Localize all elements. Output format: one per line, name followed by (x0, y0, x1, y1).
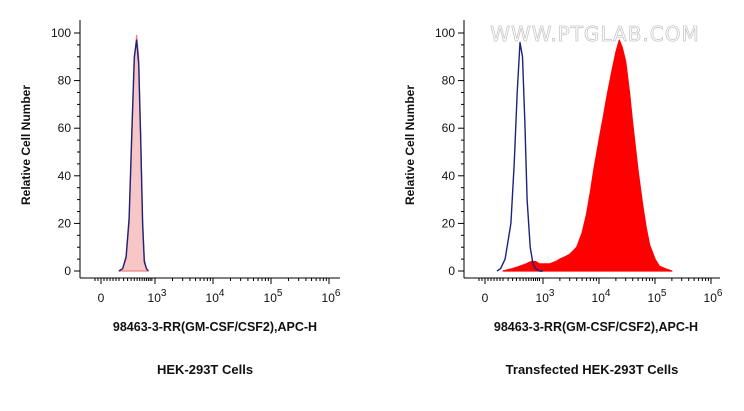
x-tick-label: 106 (322, 288, 341, 305)
x-axis-title: 98463-3-RR(GM-CSF/CSF2),APC-H (494, 320, 698, 334)
x-tick-label: 105 (648, 288, 667, 305)
x-tick-label: 106 (704, 288, 723, 305)
x-tick-label: 105 (264, 288, 283, 305)
y-tick-label: 60 (58, 121, 72, 135)
y-tick-label: 20 (58, 216, 72, 230)
histogram-filled-series (502, 39, 673, 272)
y-tick-label: 40 (442, 169, 456, 183)
plot-area (79, 19, 341, 279)
histogram-panel-transfected: WWW.PTGLAB.COM 0 20 40 60 80 100 0 103 104 105 106 R… (403, 19, 723, 377)
y-axis-title: Relative Cell Number (403, 85, 417, 205)
histogram-outline-series (496, 41, 543, 272)
y-axis-title: Relative Cell Number (19, 85, 33, 205)
x-axis-title: 98463-3-RR(GM-CSF/CSF2),APC-H (113, 320, 317, 334)
watermark-text: WWW.PTGLAB.COM (490, 22, 700, 46)
y-tick-label: 40 (58, 169, 72, 183)
panel-caption: HEK-293T Cells (157, 362, 253, 377)
x-tick-label: 104 (206, 288, 225, 305)
histogram-panel-untransfected: 0 20 40 60 80 100 0 103 104 105 106 Relative Cell N… (19, 19, 341, 377)
y-tick-label: 100 (435, 26, 455, 40)
x-tick-label: 0 (98, 291, 105, 305)
y-tick-label: 80 (58, 74, 72, 88)
y-tick-label: 80 (442, 74, 456, 88)
x-tick-label: 0 (482, 291, 489, 305)
y-tick-label: 20 (442, 216, 456, 230)
x-tick-label: 103 (148, 288, 167, 305)
x-tick-label: 104 (592, 288, 611, 305)
y-tick-label: 0 (64, 264, 71, 278)
histogram-outline-series (118, 39, 149, 272)
y-tick-label: 100 (51, 26, 71, 40)
y-tick-label: 0 (448, 264, 455, 278)
panel-caption: Transfected HEK-293T Cells (506, 362, 679, 377)
y-tick-label: 60 (442, 121, 456, 135)
x-tick-label: 103 (536, 288, 555, 305)
